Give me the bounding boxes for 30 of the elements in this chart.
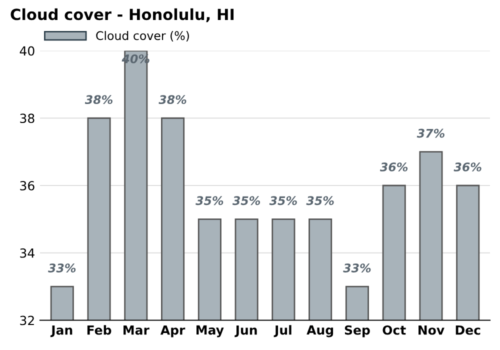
data-label: 33% (343, 264, 371, 272)
x-tick-label: Nov (418, 325, 444, 335)
data-label: 37% (416, 128, 444, 138)
legend-label: Cloud cover (%) (96, 30, 189, 42)
x-tick-label: Oct (382, 325, 406, 335)
x-tick-label: Feb (87, 325, 112, 335)
x-tick-label: Jun (234, 325, 257, 338)
data-label: 33% (48, 264, 76, 272)
x-tick-label: May (196, 325, 224, 338)
x-tick-label: Mar (124, 325, 150, 335)
y-tick-label: 36 (20, 180, 34, 190)
x-tick-label: Jul (274, 325, 292, 338)
data-label: 36% (454, 162, 482, 172)
chart-title: Cloud cover - Honolulu, HI (10, 8, 234, 22)
x-tick-label: Apr (160, 325, 186, 338)
y-tick-label: 38 (20, 114, 34, 124)
y-tick-label: 34 (20, 248, 34, 258)
data-label: 36% (380, 162, 408, 172)
data-label: 35% (196, 196, 224, 206)
x-tick-label: Jan (50, 325, 72, 338)
data-label: 35% (232, 196, 260, 206)
x-tick-label: Dec (456, 325, 480, 335)
x-tick-label: Sep (344, 325, 370, 338)
data-label: 35% (269, 196, 297, 206)
y-tick-label: 32 (20, 316, 34, 326)
data-label: 35% (306, 196, 334, 206)
y-tick-label: 40 (20, 46, 34, 56)
x-tick-label: Aug (306, 325, 334, 338)
data-label: 38% (158, 95, 186, 104)
data-label: 38% (84, 95, 112, 104)
